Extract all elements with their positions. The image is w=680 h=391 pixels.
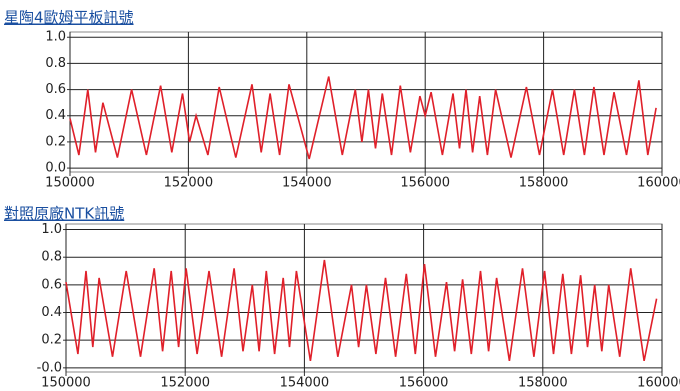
x-tick-label: 152000 bbox=[160, 376, 210, 391]
signal-line bbox=[69, 76, 657, 160]
x-tick-label: 150000 bbox=[45, 176, 95, 191]
y-tick-label: 0.6 bbox=[41, 277, 62, 292]
plot-area bbox=[69, 31, 663, 173]
x-tick-label: 158000 bbox=[519, 176, 569, 191]
x-tick-label: 156000 bbox=[399, 376, 449, 391]
x-tick-label: 152000 bbox=[164, 176, 214, 191]
y-tick-label: 0.2 bbox=[45, 134, 66, 149]
x-tick-label: 160000 bbox=[637, 376, 680, 391]
x-tick-label: 158000 bbox=[518, 376, 568, 391]
y-tick-label: 0.0 bbox=[45, 161, 66, 176]
y-tick-label: 0.4 bbox=[45, 108, 66, 123]
y-tick-label: 0.8 bbox=[41, 250, 62, 265]
y-tick-label: 0.4 bbox=[41, 305, 62, 320]
y-tick-label: 0.8 bbox=[45, 56, 66, 71]
x-tick-label: 160000 bbox=[637, 176, 680, 191]
panel-title: 對照原廠NTK訊號 bbox=[4, 205, 124, 223]
y-tick-label: -0.0 bbox=[37, 360, 62, 375]
y-tick-label: 1.0 bbox=[41, 222, 62, 237]
x-tick-label: 150000 bbox=[41, 376, 91, 391]
y-tick-label: 0.2 bbox=[41, 333, 62, 348]
x-tick-label: 156000 bbox=[400, 176, 450, 191]
signal-line bbox=[65, 259, 658, 362]
y-tick-label: 1.0 bbox=[45, 30, 66, 45]
x-tick-label: 154000 bbox=[282, 176, 332, 191]
x-tick-label: 154000 bbox=[280, 376, 330, 391]
panel-title: 星陶4歐姆平板訊號 bbox=[4, 9, 134, 27]
y-tick-label: 0.6 bbox=[45, 82, 66, 97]
